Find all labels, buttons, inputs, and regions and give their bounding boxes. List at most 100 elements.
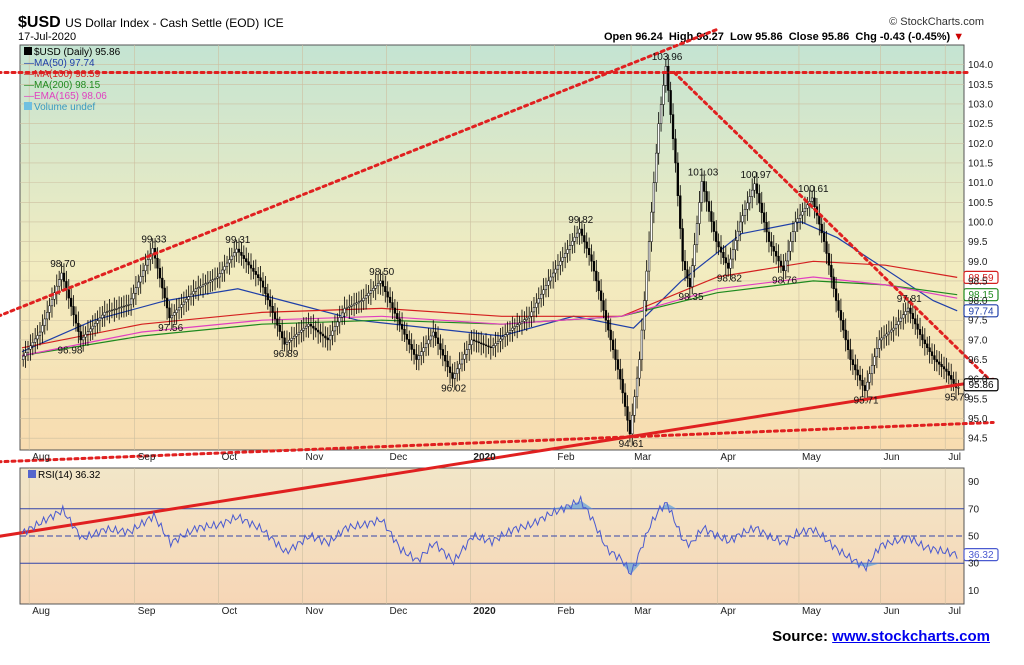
candle-body xyxy=(194,288,198,292)
price-annotation: 99.82 xyxy=(568,215,593,226)
candle-body xyxy=(894,324,898,329)
candle-body xyxy=(182,301,186,305)
x-tick-label: Oct xyxy=(222,606,238,617)
candle-body xyxy=(489,346,492,349)
candle-body xyxy=(794,221,797,232)
candle-body xyxy=(400,323,404,330)
candle-body xyxy=(120,306,123,308)
candle-body xyxy=(345,307,349,309)
candle-body xyxy=(254,271,257,275)
candle-body xyxy=(67,289,70,299)
candle-body xyxy=(897,321,900,326)
rsi-tick-label: 10 xyxy=(968,586,980,597)
legend-label: EMA(165) 98.06 xyxy=(34,91,107,102)
candle-body xyxy=(451,372,454,379)
candle-body xyxy=(266,293,269,301)
candle-body xyxy=(741,215,744,223)
candle-body xyxy=(60,272,63,280)
value-tag-label: 95.86 xyxy=(968,380,993,391)
candle-body xyxy=(343,308,346,314)
dotted-trendline xyxy=(0,420,995,464)
candle-body xyxy=(415,354,418,360)
candle-body xyxy=(316,329,320,333)
candle-body xyxy=(604,310,608,321)
candle-body xyxy=(748,196,751,204)
candle-body xyxy=(834,288,838,301)
candle-body xyxy=(180,304,183,308)
candle-body xyxy=(26,348,30,353)
candle-body xyxy=(448,366,452,373)
rsi-title: RSI(14) 36.32 xyxy=(38,470,101,481)
candle-body xyxy=(638,359,641,379)
rsi-swatch-icon xyxy=(28,470,36,478)
chart-exchange: ICE xyxy=(263,16,284,30)
candle-body xyxy=(386,291,389,298)
source-link[interactable]: www.stockcharts.com xyxy=(832,628,990,645)
candle-body xyxy=(866,381,869,391)
candle-body xyxy=(38,331,42,336)
legend-item-volume: Volume undef xyxy=(24,102,120,113)
candle-body xyxy=(703,181,706,192)
candle-body xyxy=(328,335,332,341)
candle-body xyxy=(950,375,953,380)
rsi-line xyxy=(21,494,958,576)
candle-body xyxy=(705,191,708,202)
candle-body xyxy=(556,264,560,270)
candle-body xyxy=(520,321,524,324)
candle-body xyxy=(499,338,502,342)
candle-body xyxy=(230,255,233,260)
candle-body xyxy=(307,323,310,327)
x-tick-label: Aug xyxy=(32,606,50,617)
candle-body xyxy=(492,345,495,349)
y-tick-label: 101.0 xyxy=(968,178,993,189)
legend-label: MA(50) 97.74 xyxy=(34,58,95,69)
legend-label: Volume undef xyxy=(34,102,96,113)
candle-body xyxy=(669,90,672,115)
candle-body xyxy=(537,298,540,304)
candle-body xyxy=(302,327,305,331)
candle-body xyxy=(647,241,651,272)
candle-body xyxy=(779,260,783,267)
legend-item-ema165: —EMA(165) 98.06 xyxy=(24,91,120,102)
candle-body xyxy=(691,265,694,288)
candle-body xyxy=(206,281,209,284)
candle-body xyxy=(297,331,301,335)
candle-body xyxy=(444,354,447,362)
x-tick-label: Jul xyxy=(948,606,961,617)
candle-body xyxy=(947,371,950,376)
candle-body xyxy=(405,334,409,340)
candle-body xyxy=(952,379,955,384)
candle-body xyxy=(168,307,171,319)
y-tick-label: 99.5 xyxy=(968,237,988,248)
candle-body xyxy=(379,280,382,284)
candle-body xyxy=(285,341,289,345)
candle-body xyxy=(724,257,727,264)
rsi-overbought-fill xyxy=(667,503,677,509)
candle-body xyxy=(549,276,552,282)
candle-body xyxy=(585,241,588,249)
candle-body xyxy=(760,202,763,213)
candle-body xyxy=(141,270,145,277)
candle-body xyxy=(273,312,277,320)
y-tick-label: 102.5 xyxy=(968,119,993,130)
value-tag-label: 98.15 xyxy=(968,290,993,301)
candle-body xyxy=(324,335,327,339)
value-tag xyxy=(963,270,999,284)
candle-body xyxy=(813,197,816,207)
candle-body xyxy=(904,311,907,315)
candle-body xyxy=(77,322,80,332)
candle-body xyxy=(930,351,934,356)
candle-body xyxy=(48,305,51,313)
candle-body xyxy=(240,252,243,256)
candle-body xyxy=(96,320,99,324)
candle-body xyxy=(525,317,528,320)
candle-body xyxy=(710,211,713,222)
candle-body xyxy=(458,363,461,370)
value-tag xyxy=(963,288,999,302)
candle-body xyxy=(53,292,56,300)
candle-body xyxy=(532,307,536,313)
chg-label: Chg xyxy=(855,31,877,43)
candle-body xyxy=(223,266,226,271)
price-annotation: 98.35 xyxy=(679,292,704,303)
candle-body xyxy=(132,293,135,300)
